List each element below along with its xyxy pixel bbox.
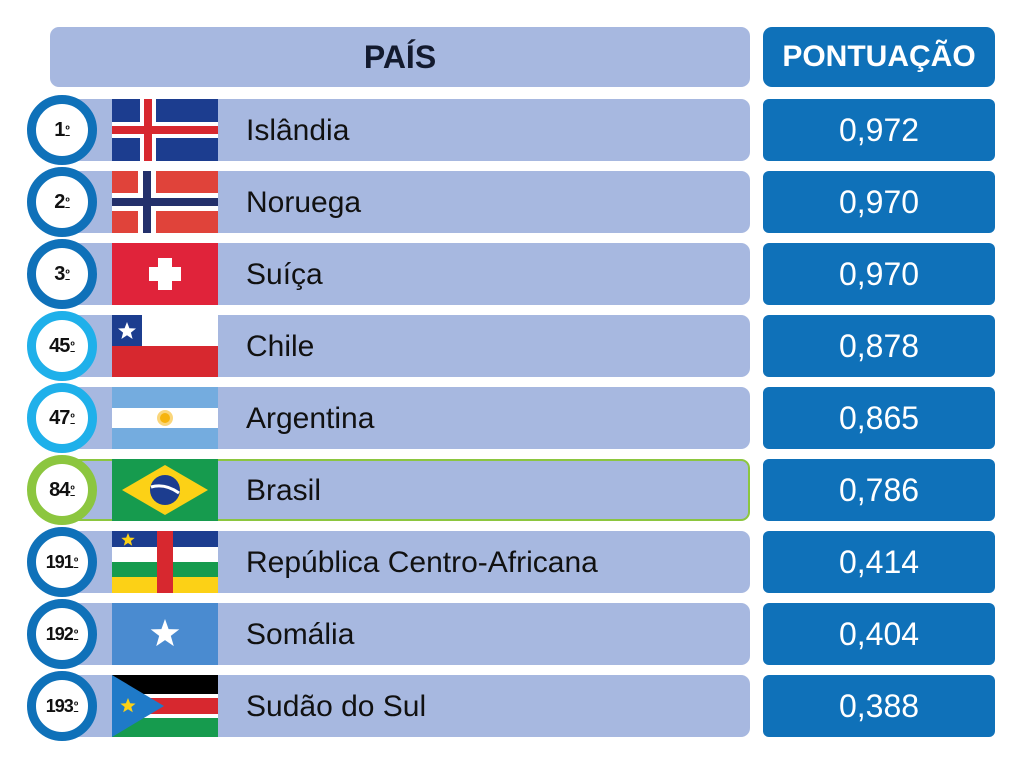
rank-badge: 193 º	[27, 671, 97, 741]
score-value: 0,865	[763, 387, 995, 449]
somalia-flag-icon	[112, 603, 218, 665]
rank-ordinal: º	[70, 411, 75, 425]
score-column-header: PONTUAÇÃO	[763, 27, 995, 87]
rank-ordinal: º	[65, 123, 70, 137]
rank-ordinal: º	[70, 339, 75, 353]
score-value: 0,970	[763, 171, 995, 233]
country-column-header: PAÍS	[50, 27, 750, 87]
rank-number: 193	[45, 695, 74, 716]
rank-badge: 47 º	[27, 383, 97, 453]
chile-flag-icon	[112, 315, 218, 377]
country-name: Argentina	[246, 402, 375, 435]
rank-number: 47	[49, 406, 70, 429]
central-african-republic-flag-icon	[112, 531, 218, 593]
rank-badge: 84 º	[27, 455, 97, 525]
score-value: 0,388	[763, 675, 995, 737]
rank-number: 45	[49, 334, 70, 357]
country-name: Noruega	[246, 186, 362, 219]
switzerland-flag-icon	[112, 243, 218, 305]
country-name: Somália	[246, 618, 355, 651]
rank-badge: 191 º	[27, 527, 97, 597]
country-name: Brasil	[246, 474, 322, 507]
country-name: Chile	[246, 330, 315, 363]
rank-number: 2	[54, 190, 65, 213]
score-value: 0,414	[763, 531, 995, 593]
rank-ordinal: º	[65, 267, 70, 281]
table-row: Somália 0,404 192 º	[0, 599, 1024, 669]
score-value: 0,878	[763, 315, 995, 377]
rank-ordinal: º	[73, 627, 79, 641]
score-value: 0,404	[763, 603, 995, 665]
score-value: 0,786	[763, 459, 995, 521]
rank-number: 84	[49, 478, 70, 501]
table-row: República Centro-Africana 0,414 191 º	[0, 527, 1024, 597]
rank-ordinal: º	[73, 555, 79, 569]
rank-ordinal: º	[73, 699, 79, 713]
country-name: Islândia	[246, 114, 350, 147]
table-row: Argentina 0,865 47 º	[0, 383, 1024, 453]
country-name: República Centro-Africana	[246, 546, 598, 579]
rank-number: 191	[45, 551, 74, 572]
score-value: 0,970	[763, 243, 995, 305]
score-value: 0,972	[763, 99, 995, 161]
south-sudan-flag-icon	[112, 675, 218, 737]
rank-ordinal: º	[70, 483, 75, 497]
argentina-flag-icon	[112, 387, 218, 449]
rank-number: 3	[54, 262, 65, 285]
brazil-flag-icon	[112, 459, 218, 521]
table-row: Brasil 0,786 84 º	[0, 455, 1024, 525]
norway-flag-icon	[112, 171, 218, 233]
iceland-flag-icon	[112, 99, 218, 161]
rank-number: 1	[54, 118, 65, 141]
table-row: Chile 0,878 45 º	[0, 311, 1024, 381]
rank-badge: 192 º	[27, 599, 97, 669]
rank-ordinal: º	[65, 195, 70, 209]
rank-badge: 45 º	[27, 311, 97, 381]
table-row: Sudão do Sul 0,388 193 º	[0, 671, 1024, 741]
rank-number: 192	[45, 623, 74, 644]
country-name: Sudão do Sul	[246, 690, 427, 723]
country-name: Suíça	[246, 258, 323, 291]
